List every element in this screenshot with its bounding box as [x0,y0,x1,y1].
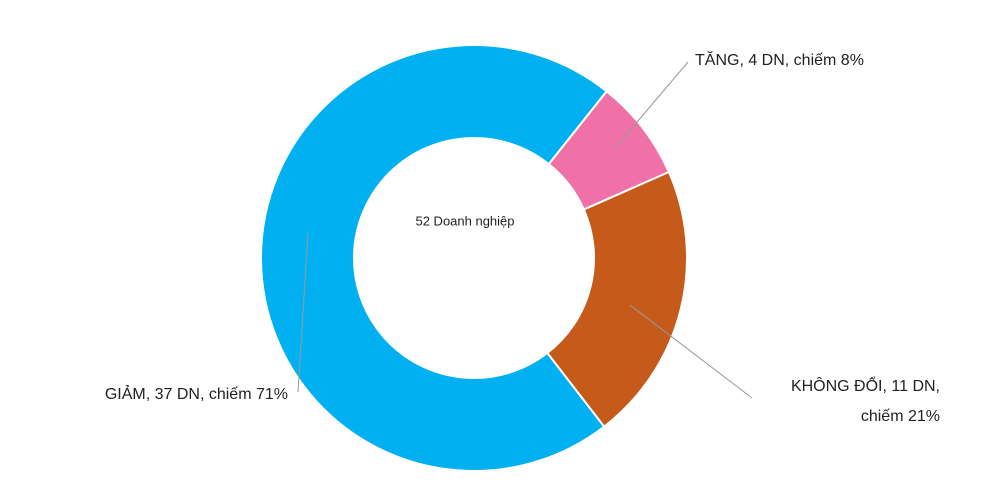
donut-slice [260,44,609,472]
slices [260,44,688,472]
center-label: 52 Doanh nghiệp [415,213,514,228]
leader-line [297,232,309,393]
leader-line [614,61,689,149]
slice-label: TĂNG, 4 DN, chiếm 8% [695,52,864,69]
slice-label: KHÔNG ĐỔI, 11 DN, chiếm 21% [790,378,940,425]
slice-label: GIẢM, 37 DN, chiếm 71% [104,386,288,403]
donut-slice [545,170,688,429]
leader-line [629,304,753,399]
